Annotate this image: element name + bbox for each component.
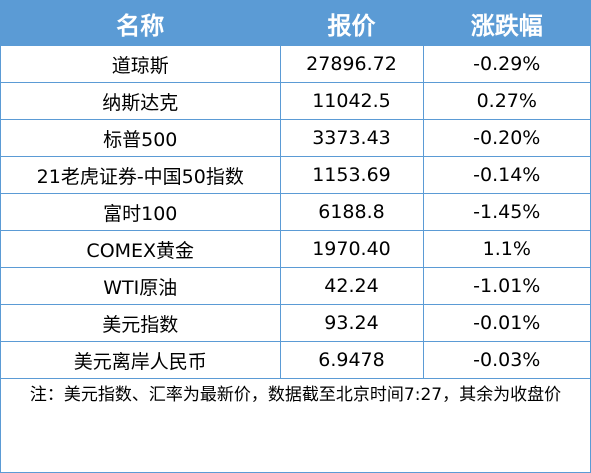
index-name-cell: 标普500 [1,119,281,157]
index-name-cell: 纳斯达克 [1,82,281,120]
index-name-cell: 21老虎证券-中国50指数 [1,156,281,194]
price-cell: 27896.72 [280,46,424,83]
table-row: 美元指数 93.24 -0.01% [1,304,590,342]
column-header-name: 名称 [1,1,281,46]
table-row: WTI原油 42.24 -1.01% [1,267,590,305]
quotes-table: 名称 报价 涨跌幅 道琼斯 27896.72 -0.29% 纳斯达克 11042… [1,1,590,379]
change-cell: -0.01% [423,304,590,342]
change-cell: 1.1% [423,230,590,268]
change-cell: -0.14% [423,156,590,194]
change-cell: 0.27% [423,82,590,120]
price-cell: 6188.8 [280,193,424,231]
change-cell: -0.29% [423,46,590,83]
change-cell: -1.45% [423,193,590,231]
header-row: 名称 报价 涨跌幅 [1,1,590,46]
footnote: 注：美元指数、汇率为最新价，数据截至北京时间7:27，其余为收盘价 [29,385,562,405]
index-name-cell: 富时100 [1,193,281,231]
price-cell: 6.9478 [280,341,424,379]
price-cell: 11042.5 [280,82,424,120]
index-name-cell: 美元离岸人民币 [1,341,281,379]
price-cell: 1970.40 [280,230,424,268]
table-row: 纳斯达克 11042.5 0.27% [1,82,590,120]
table-row: 美元离岸人民币 6.9478 -0.03% [1,341,590,379]
index-name-cell: WTI原油 [1,267,281,305]
price-cell: 93.24 [280,304,424,342]
table-row: COMEX黄金 1970.40 1.1% [1,230,590,268]
change-cell: -1.01% [423,267,590,305]
change-cell: -0.20% [423,119,590,157]
price-cell: 1153.69 [280,156,424,194]
index-name-cell: 道琼斯 [1,46,281,83]
index-name-cell: COMEX黄金 [1,230,281,268]
price-cell: 42.24 [280,267,424,305]
table-row: 21老虎证券-中国50指数 1153.69 -0.14% [1,156,590,194]
column-header-price: 报价 [280,1,424,46]
table-row: 道琼斯 27896.72 -0.29% [1,46,590,83]
table-row: 富时100 6188.8 -1.45% [1,193,590,231]
table-row: 标普500 3373.43 -0.20% [1,119,590,157]
column-header-change: 涨跌幅 [423,1,590,46]
index-name-cell: 美元指数 [1,304,281,342]
change-cell: -0.03% [423,341,590,379]
price-cell: 3373.43 [280,119,424,157]
